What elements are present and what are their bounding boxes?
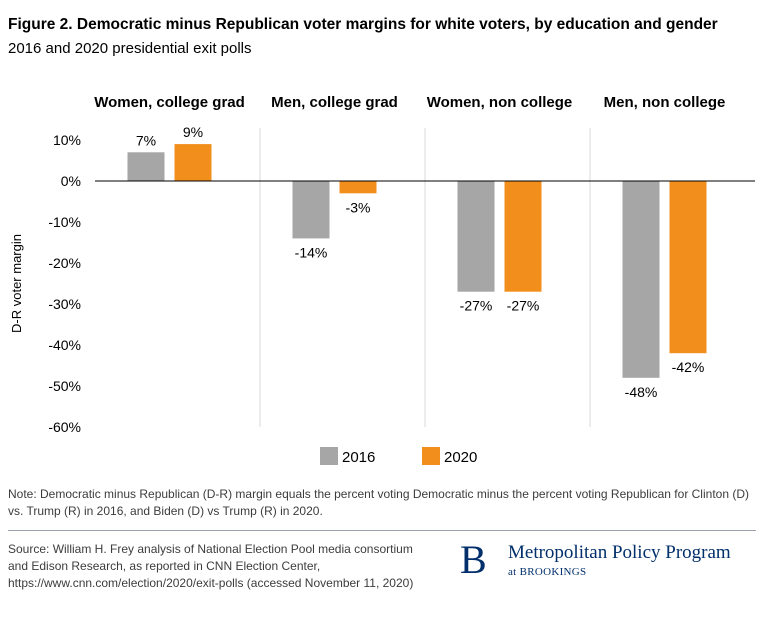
bar-2020 (339, 181, 377, 194)
y-tick-label: -40% (48, 337, 81, 353)
y-tick-label: -60% (48, 419, 81, 435)
y-tick-label: 0% (61, 173, 81, 189)
divider (8, 530, 756, 531)
y-tick-label: -10% (48, 214, 81, 230)
category-label: Women, college grad (94, 94, 245, 111)
data-label: -14% (295, 244, 328, 260)
logo-mark: B (460, 537, 487, 582)
category-label: Women, non college (427, 94, 573, 111)
y-tick-label: -50% (48, 378, 81, 394)
bar-chart: 10% 0% -10% -20% -30% -40% -50% -60% D-R voter m… (9, 94, 755, 466)
chart-note: Note: Democratic minus Republican (D-R) … (8, 487, 749, 518)
logo-affiliation: at BROOKINGS (508, 566, 587, 578)
bar-2020 (669, 181, 707, 354)
legend-swatch-2020 (422, 447, 440, 465)
legend-swatch-2016 (320, 447, 338, 465)
bar-2020 (174, 144, 212, 181)
chart-title: Figure 2. Democratic minus Republican vo… (8, 16, 718, 33)
data-label: -3% (346, 199, 371, 215)
data-label: -27% (507, 298, 540, 314)
y-tick-label: -30% (48, 296, 81, 312)
bar-2016 (457, 181, 495, 292)
y-tick-label: 10% (53, 132, 81, 148)
category-label: Men, non college (604, 94, 726, 111)
bar-2016 (292, 181, 330, 239)
legend-label: 2016 (342, 449, 375, 466)
legend-label: 2020 (444, 449, 477, 466)
data-label: -42% (672, 359, 705, 375)
category-label: Men, college grad (271, 94, 398, 111)
logo-program-name: Metropolitan Policy Program (508, 542, 731, 563)
y-tick-label: -20% (48, 255, 81, 271)
bar-2016 (127, 152, 165, 181)
data-label: 9% (183, 124, 203, 140)
bar-2016 (622, 181, 660, 378)
data-label: 7% (136, 132, 156, 148)
data-label: -48% (625, 384, 658, 400)
bar-2020 (504, 181, 542, 292)
data-label: -27% (460, 298, 493, 314)
y-axis-label: D-R voter margin (9, 234, 24, 333)
chart-source: Source: William H. Frey analysis of Nati… (8, 542, 414, 590)
chart-subtitle: 2016 and 2020 presidential exit polls (8, 40, 252, 57)
